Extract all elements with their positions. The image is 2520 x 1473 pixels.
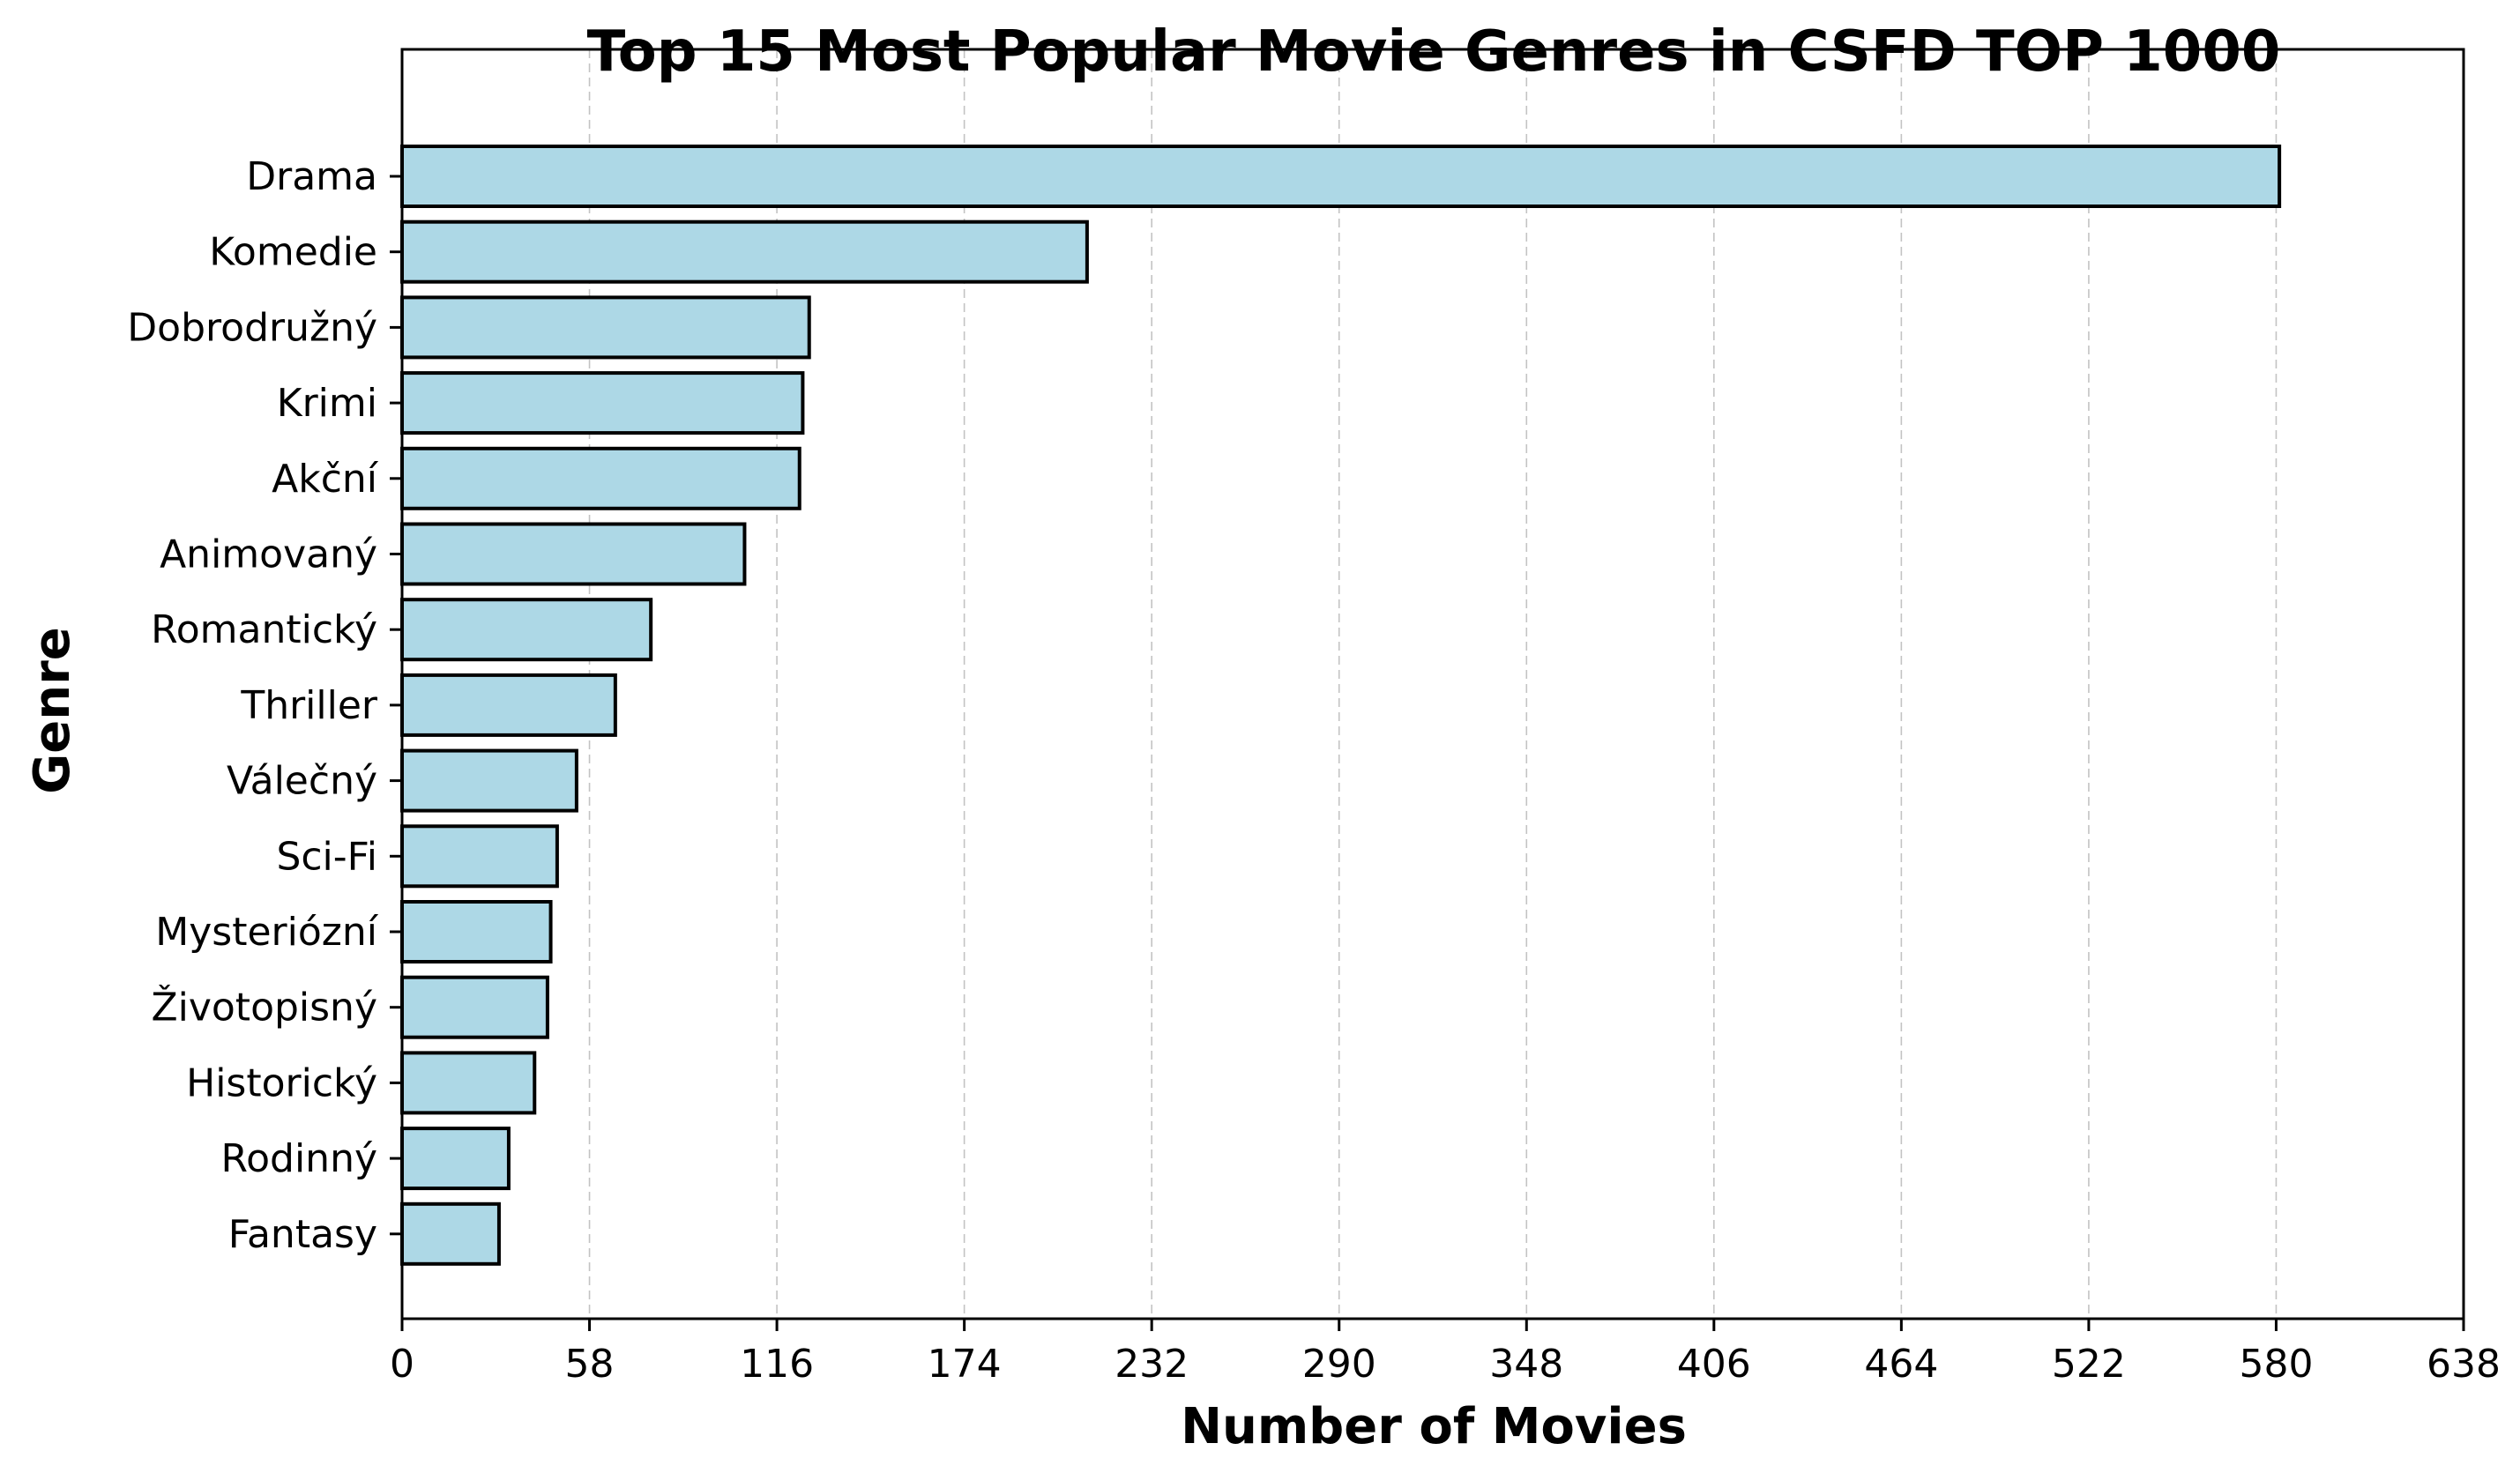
x-tick-label: 174 <box>928 1342 1002 1387</box>
y-tick-label: Fantasy <box>228 1212 377 1257</box>
x-axis-ticks: 0 58 116 174 232 290 348 406 464 522 580 638 <box>390 1319 2501 1387</box>
x-tick-label: 464 <box>1864 1342 1938 1387</box>
chart-title: Top 15 Most Popular Movie Genres in CSFD… <box>587 19 2281 85</box>
x-tick-label: 232 <box>1115 1342 1189 1387</box>
bar-historický <box>400 1051 537 1115</box>
x-tick-label: 116 <box>740 1342 814 1387</box>
y-tick-label: Thriller <box>240 683 378 728</box>
y-tick-label: Mysteriózní <box>155 910 378 955</box>
y-tick-label: Romantický <box>151 607 377 652</box>
bar-životopisný <box>400 975 549 1039</box>
y-tick-label: Animovaný <box>160 532 377 577</box>
y-tick-label: Akční <box>272 457 379 502</box>
y-tick-label: Sci-Fi <box>276 834 377 879</box>
bar-thriller <box>400 673 617 737</box>
bar-válečný <box>400 748 578 813</box>
bar-komedie <box>400 219 1089 284</box>
bar-mysteriózní <box>400 900 553 963</box>
bar-krimi <box>400 371 805 435</box>
bar-fantasy <box>400 1201 501 1266</box>
y-tick-label: Drama <box>246 154 377 199</box>
x-tick-label: 522 <box>2052 1342 2126 1387</box>
bar-sci-fi <box>400 824 559 889</box>
y-tick-label: Válečný <box>227 759 377 804</box>
y-tick-label: Krimi <box>277 381 377 426</box>
plot-frame <box>400 48 2465 1320</box>
bar-akční <box>400 446 801 510</box>
y-tick-label: Životopisný <box>151 984 377 1030</box>
x-axis-label: Number of Movies <box>1181 1398 1687 1455</box>
x-tick-label: 0 <box>390 1342 414 1387</box>
y-tick-label: Dobrodružný <box>127 305 377 350</box>
y-tick-label: Historický <box>186 1060 377 1105</box>
bar-drama <box>400 145 2282 208</box>
bar-romantický <box>400 598 653 662</box>
x-tick-label: 638 <box>2427 1342 2501 1387</box>
y-axis-label: Genre <box>24 627 81 793</box>
y-tick-label: Rodinný <box>221 1136 377 1181</box>
x-tick-label: 580 <box>2239 1342 2313 1387</box>
x-tick-label: 406 <box>1677 1342 1751 1387</box>
bar-dobrodružný <box>400 295 811 360</box>
y-tick-label: Komedie <box>209 230 377 275</box>
bar-animovaný <box>400 522 747 586</box>
bar-rodinný <box>400 1127 511 1191</box>
y-axis-ticks: Drama Komedie Dobrodružný Krimi Akční Animova… <box>127 154 402 1257</box>
x-tick-label: 290 <box>1302 1342 1376 1387</box>
x-tick-label: 58 <box>565 1342 615 1387</box>
x-tick-label: 348 <box>1489 1342 1563 1387</box>
bars <box>400 145 2282 1266</box>
